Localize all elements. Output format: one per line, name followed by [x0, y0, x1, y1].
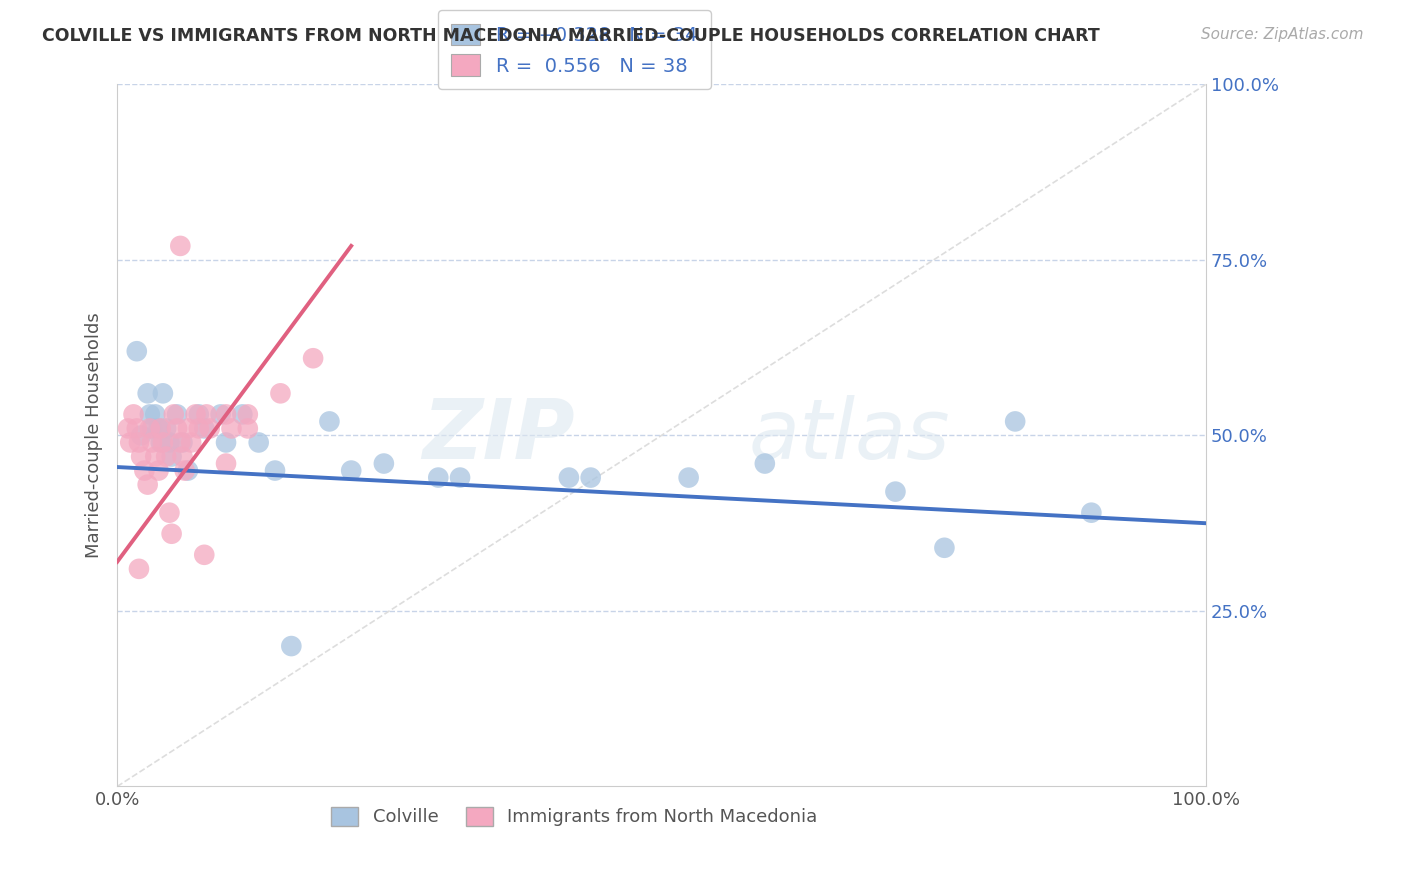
Point	[169, 435, 191, 450]
Point	[169, 239, 191, 253]
Point	[180, 435, 202, 450]
Point	[128, 562, 150, 576]
Point	[236, 408, 259, 422]
Point	[173, 464, 195, 478]
Point	[302, 351, 325, 366]
Point	[198, 421, 221, 435]
Point	[187, 421, 209, 435]
Point	[193, 548, 215, 562]
Point	[125, 421, 148, 435]
Point	[172, 435, 194, 450]
Point	[166, 408, 188, 422]
Point	[193, 421, 215, 435]
Point	[231, 408, 253, 422]
Point	[166, 421, 188, 435]
Point	[1004, 414, 1026, 428]
Point	[934, 541, 956, 555]
Point	[159, 506, 181, 520]
Point	[129, 428, 152, 442]
Point	[155, 450, 177, 464]
Point	[136, 386, 159, 401]
Point	[579, 470, 602, 484]
Point	[177, 421, 200, 435]
Point	[149, 421, 172, 435]
Point	[754, 457, 776, 471]
Text: COLVILLE VS IMMIGRANTS FROM NORTH MACEDONIA MARRIED-COUPLE HOUSEHOLDS CORRELATIO: COLVILLE VS IMMIGRANTS FROM NORTH MACEDO…	[42, 27, 1099, 45]
Point	[221, 421, 243, 435]
Point	[139, 421, 162, 435]
Text: Source: ZipAtlas.com: Source: ZipAtlas.com	[1201, 27, 1364, 42]
Point	[1080, 506, 1102, 520]
Point	[269, 386, 291, 401]
Point	[373, 457, 395, 471]
Point	[280, 639, 302, 653]
Point	[340, 464, 363, 478]
Point	[215, 457, 238, 471]
Point	[160, 450, 183, 464]
Point	[141, 421, 163, 435]
Point	[187, 408, 209, 422]
Point	[177, 464, 200, 478]
Point	[247, 435, 270, 450]
Point	[148, 464, 170, 478]
Point	[172, 450, 194, 464]
Point	[195, 408, 218, 422]
Y-axis label: Married-couple Households: Married-couple Households	[86, 312, 103, 558]
Point	[184, 408, 207, 422]
Point	[209, 408, 232, 422]
Point	[215, 408, 238, 422]
Point	[427, 470, 450, 484]
Legend: Colville, Immigrants from North Macedonia: Colville, Immigrants from North Macedoni…	[323, 799, 825, 834]
Point	[120, 435, 142, 450]
Point	[163, 408, 186, 422]
Point	[128, 435, 150, 450]
Text: ZIP: ZIP	[422, 395, 574, 476]
Point	[159, 435, 181, 450]
Point	[215, 435, 238, 450]
Point	[139, 408, 162, 422]
Point	[152, 435, 174, 450]
Point	[148, 421, 170, 435]
Point	[143, 408, 166, 422]
Point	[318, 414, 340, 428]
Point	[236, 421, 259, 435]
Point	[149, 435, 172, 450]
Text: atlas: atlas	[748, 395, 950, 476]
Point	[264, 464, 287, 478]
Point	[117, 421, 139, 435]
Point	[155, 421, 177, 435]
Point	[884, 484, 907, 499]
Point	[129, 450, 152, 464]
Point	[122, 408, 145, 422]
Point	[449, 470, 471, 484]
Point	[143, 450, 166, 464]
Point	[558, 470, 581, 484]
Point	[125, 344, 148, 359]
Point	[134, 464, 156, 478]
Point	[136, 477, 159, 491]
Point	[141, 435, 163, 450]
Point	[160, 526, 183, 541]
Point	[152, 386, 174, 401]
Point	[678, 470, 700, 484]
